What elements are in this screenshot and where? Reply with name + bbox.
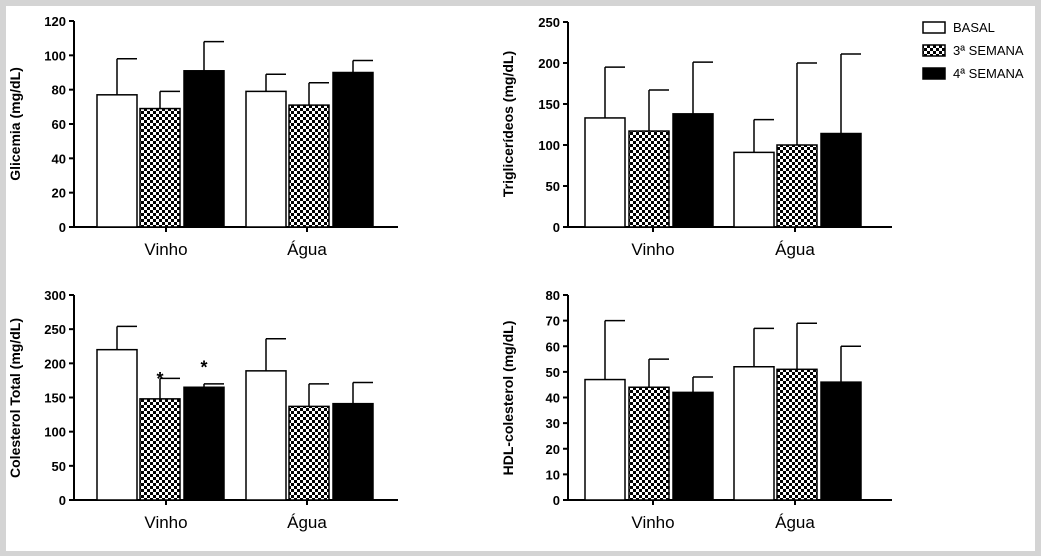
- y-tick-label: 0: [553, 220, 560, 235]
- bar: [672, 113, 714, 228]
- y-tick-label: 100: [44, 425, 66, 440]
- y-tick-label: 300: [44, 288, 66, 303]
- bar: [245, 370, 287, 501]
- bar: [776, 368, 818, 501]
- legend-swatch: [922, 44, 946, 57]
- bar: [96, 348, 138, 501]
- y-axis-title: Colesterol Total (mg/dL): [7, 318, 23, 478]
- bar: [332, 71, 374, 228]
- y-tick-label: 60: [546, 339, 560, 354]
- y-tick-label: 60: [52, 117, 66, 132]
- legend-label: BASAL: [953, 20, 995, 35]
- y-tick-label: 10: [546, 467, 560, 482]
- y-tick-label: 120: [44, 14, 66, 29]
- y-tick-label: 30: [546, 416, 560, 431]
- legend-label: 4ª SEMANA: [953, 66, 1024, 81]
- y-tick-label: 250: [44, 322, 66, 337]
- bar: [183, 386, 225, 501]
- legend: BASAL 3ª SEMANA 4ª SEMANA: [922, 20, 1024, 81]
- bar: [820, 381, 862, 501]
- bar: [183, 70, 225, 228]
- category-label: Vinho: [631, 513, 674, 532]
- y-tick-label: 80: [546, 288, 560, 303]
- y-tick-label: 250: [538, 15, 560, 30]
- legend-swatch: [922, 21, 946, 34]
- y-tick-label: 40: [546, 391, 560, 406]
- y-tick-label: 20: [52, 186, 66, 201]
- bar: [628, 386, 670, 501]
- category-label: Vinho: [144, 240, 187, 259]
- chart-panel-1: 0 20 40 60 80 100 120 Glicemia (mg/dL) Vinho Água: [7, 14, 398, 259]
- chart-panel-4: 0 10 20 30 40 50 60 70 80 HDL-colesterol (mg/dL) V…: [500, 288, 892, 532]
- category-label: Água: [287, 513, 327, 532]
- y-tick-label: 0: [59, 220, 66, 235]
- y-tick-label: 0: [59, 493, 66, 508]
- y-tick-label: 150: [44, 391, 66, 406]
- y-tick-label: 40: [52, 151, 66, 166]
- y-axis-title: HDL-colesterol (mg/dL): [500, 321, 516, 476]
- y-tick-label: 50: [52, 459, 66, 474]
- bar: [245, 90, 287, 228]
- y-axis-title: Triglicerídeos (mg/dL): [500, 51, 516, 197]
- significance-mark: *: [156, 369, 163, 389]
- bar: [584, 117, 626, 228]
- bar: [584, 378, 626, 501]
- y-tick-label: 50: [546, 179, 560, 194]
- bar: [672, 391, 714, 501]
- legend-label: 3ª SEMANA: [953, 43, 1024, 58]
- bar: [776, 144, 818, 228]
- y-tick-label: 200: [538, 56, 560, 71]
- y-tick-label: 100: [538, 138, 560, 153]
- significance-mark: *: [200, 357, 207, 377]
- bar: [96, 94, 138, 228]
- y-tick-label: 150: [538, 97, 560, 112]
- y-tick-label: 50: [546, 365, 560, 380]
- chart-panel-3: 0 50 100 150 200 250 300 Colesterol Total (mg/d…: [7, 288, 398, 532]
- y-tick-label: 80: [52, 83, 66, 98]
- category-label: Vinho: [631, 240, 674, 259]
- bar: [288, 104, 330, 228]
- category-label: Vinho: [144, 513, 187, 532]
- bar: [288, 405, 330, 501]
- bar: [139, 398, 181, 501]
- bar: [820, 132, 862, 228]
- chart-panel-2: 0 50 100 150 200 250 Triglicerídeos (mg/dL) Vin…: [500, 15, 892, 259]
- category-label: Água: [775, 240, 815, 259]
- bar: [733, 366, 775, 501]
- y-tick-label: 200: [44, 356, 66, 371]
- bar: [628, 130, 670, 228]
- category-label: Água: [287, 240, 327, 259]
- bar: [733, 151, 775, 228]
- y-tick-label: 70: [546, 314, 560, 329]
- category-label: Água: [775, 513, 815, 532]
- bar: [332, 402, 374, 501]
- y-axis-title: Glicemia (mg/dL): [7, 67, 23, 181]
- figure-frame: 0 20 40 60 80 100 120 Glicemia (mg/dL) Vinho Água…: [6, 6, 1035, 551]
- bar: [139, 107, 181, 228]
- y-tick-label: 100: [44, 48, 66, 63]
- y-tick-label: 0: [553, 493, 560, 508]
- legend-swatch: [922, 67, 946, 80]
- y-tick-label: 20: [546, 442, 560, 457]
